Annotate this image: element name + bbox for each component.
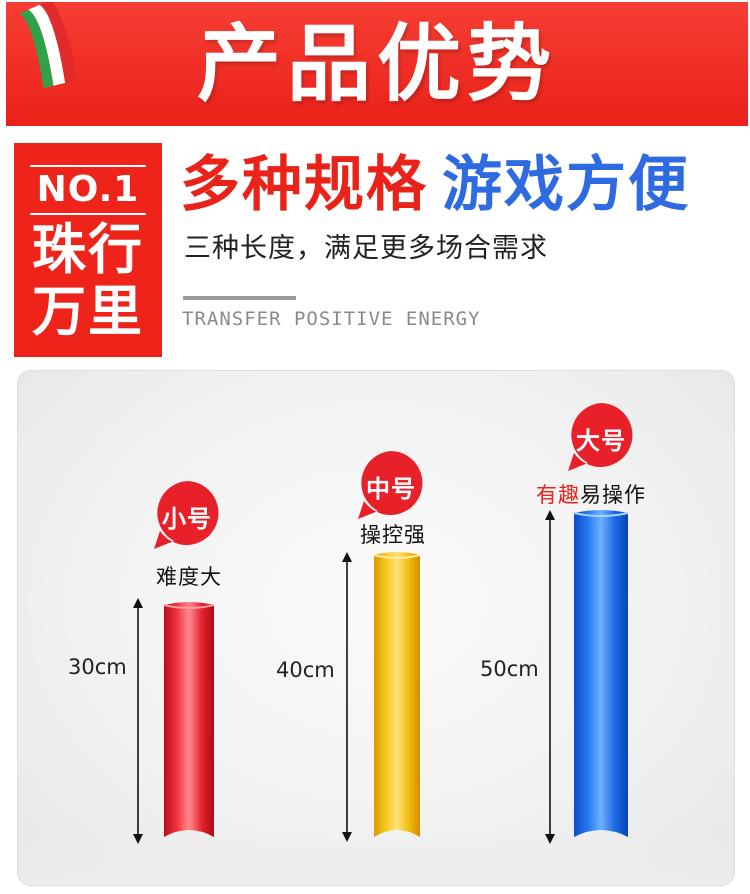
badge-label: 小号 — [162, 505, 212, 533]
caption-text: 易操作 — [580, 483, 646, 507]
badge-marker-icon — [154, 481, 219, 549]
badge-large: 大号 — [566, 401, 636, 473]
product-panel: 小号 难度大 30cm 中号 操控强 40cm — [17, 370, 735, 886]
tagline: 珠行 万里 — [14, 219, 162, 343]
length-large: 50cm — [480, 657, 539, 681]
length-medium: 40cm — [276, 658, 335, 682]
badge-label: 中号 — [366, 475, 416, 503]
italy-flag-icon — [19, 2, 77, 89]
rank-label: NO.1 — [36, 169, 140, 210]
length-small: 30cm — [68, 655, 127, 679]
badge-marker-icon — [568, 403, 633, 471]
badge-small: 小号 — [152, 479, 222, 551]
divider — [30, 165, 146, 167]
caption-medium: 操控强 — [360, 519, 426, 549]
divider — [183, 296, 296, 300]
headline-blue: 游戏方便 — [442, 150, 690, 220]
rank-badge: NO.1 珠行 万里 — [14, 143, 162, 357]
measure-arrows — [133, 510, 555, 844]
page-title: 产品优势 — [196, 15, 557, 113]
headline-red: 多种规格 — [180, 150, 428, 220]
feature-headline: 多种规格 游戏方便 — [180, 150, 690, 220]
caption-text: 难度大 — [156, 565, 222, 589]
caption-highlight: 有趣 — [536, 483, 580, 507]
caption-small: 难度大 — [156, 561, 222, 591]
divider — [30, 213, 146, 215]
badge-label: 大号 — [576, 427, 626, 455]
tagline-line-2: 万里 — [32, 280, 144, 343]
tube-small — [163, 602, 215, 837]
feature-subline: 三种长度，满足更多场合需求 — [184, 233, 548, 264]
caption-text: 操控强 — [360, 523, 426, 547]
tube-large — [573, 510, 629, 837]
badge-medium: 中号 — [356, 449, 426, 521]
english-slogan: TRANSFER POSITIVE ENERGY — [182, 308, 481, 330]
header-banner: 产品优势 — [6, 2, 748, 126]
tube-medium — [373, 552, 421, 837]
caption-large: 有趣易操作 — [536, 479, 646, 509]
badge-marker-icon — [358, 451, 423, 519]
tagline-line-1: 珠行 — [32, 218, 144, 281]
